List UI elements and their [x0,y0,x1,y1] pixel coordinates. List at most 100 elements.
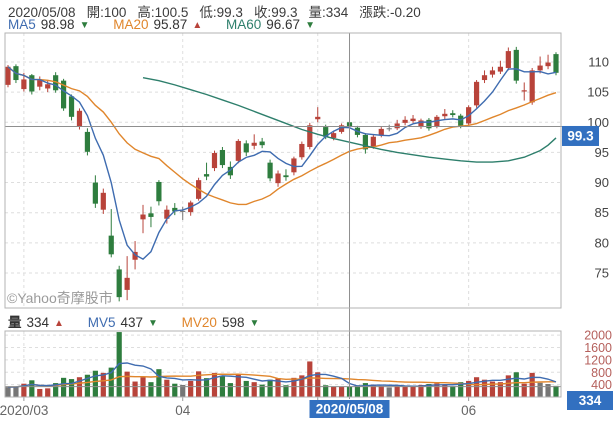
volume-bar [60,377,67,397]
candle-body [473,81,480,106]
volume-bar [489,381,496,397]
price-tick-label: 95 [595,145,609,160]
ma5-trend-icon: ▼ [79,20,90,31]
volume-bar [362,383,368,397]
candle-body [426,119,432,129]
candle-body [251,142,257,146]
volume-bar [513,372,519,397]
volume-bar [203,378,210,397]
price-tick-label: 90 [595,175,609,190]
candle-body [529,70,535,103]
candle-body [164,209,170,219]
candle-body [148,213,154,217]
candle-body [211,153,218,169]
candle-body [410,118,416,122]
volume-bar [227,383,233,397]
candle-body [235,140,241,161]
volume-pane-border [4,330,562,398]
candle-body [219,149,226,166]
volume-bar [132,381,138,397]
volume-bar [37,388,43,397]
volume-bar [378,385,384,397]
candle-body [442,113,448,117]
volume-bar [354,385,361,397]
summary-volume: 量:334 [308,5,349,20]
candle-body [545,62,551,67]
candle-body [116,269,122,298]
volume-bar [275,378,281,397]
ma-legend: MA5 98.98 ▼ MA20 95.87 ▲ MA60 96.67 ▼ [8,17,335,32]
volume-bar [259,384,265,397]
candle-body [299,143,305,158]
volume-bar [156,369,162,397]
volume-bar [235,374,241,397]
volume-bar [442,385,448,397]
mv20-trend-icon: ▼ [249,318,260,329]
volume-bar [53,383,59,397]
mv5-trend-icon: ▼ [148,318,158,329]
volume-bar [394,385,400,397]
volume-bar [450,386,456,397]
crosshair-volume-badge [567,391,613,410]
volume-bar [537,382,543,397]
candle-body [5,66,11,85]
volume-bar [13,386,19,397]
volume-bar [434,383,440,397]
candle-body [481,75,488,81]
volume-tick-label: 2000 [584,329,612,343]
volume-bar [188,380,194,397]
summary-close: 收:99.3 [253,5,298,20]
ma60-legend-item: MA60 96.67 ▼ [226,17,315,32]
candle-body [132,251,138,260]
ma20-line [7,66,557,206]
candle-body [140,214,146,220]
volume-bar [196,371,202,397]
mv20-legend-item: MV20 598 ▼ [182,315,260,330]
volume-bar [45,388,51,397]
vol-legend-item: 量 334 ▲ [8,315,64,330]
volume-bar [466,380,472,397]
volume-bar [331,386,337,397]
candle-body [513,49,519,81]
volume-bar [338,386,345,397]
volume-bar [5,387,11,397]
candle-body [203,174,210,177]
crosshair-price-badge-text: 99.3 [567,128,594,143]
mv5-legend-item: MV5 437 ▼ [88,315,158,330]
price-tick-label: 80 [595,235,609,250]
price-tick-label: 75 [595,266,609,281]
volume-bar [21,383,27,397]
candle-body [553,54,559,73]
candle-body [537,65,543,71]
candle-body [53,75,59,91]
candle-body [307,125,313,147]
volume-bar [553,385,559,397]
volume-bar [251,382,257,397]
candle-body [505,51,511,68]
candle-body [243,143,249,153]
ma5-label: MA5 [8,17,36,32]
volume-bar [386,387,392,397]
candle-body [386,128,392,130]
candle-body [378,128,384,136]
ma60-label: MA60 [225,17,262,32]
price-tick-label: 85 [595,205,609,220]
candle-body [227,166,233,176]
price-pane-border [4,32,562,309]
volume-bar [84,374,91,397]
volume-bar [108,367,114,397]
price-tick-label: 105 [587,85,609,100]
ma20-trend-icon: ▲ [192,20,203,31]
ma5-legend-item: MA5 98.98 ▼ [8,17,89,32]
candle-body [458,115,464,126]
x-axis-label: 06 [461,403,476,418]
volume-bar [180,384,186,397]
volume-bar [68,379,75,397]
candle-body [497,66,504,72]
volume-bar [402,386,408,397]
ma60-trend-icon: ▼ [305,20,315,31]
candle-body [180,210,186,212]
volume-bar [291,377,297,397]
candle-body [29,75,35,92]
